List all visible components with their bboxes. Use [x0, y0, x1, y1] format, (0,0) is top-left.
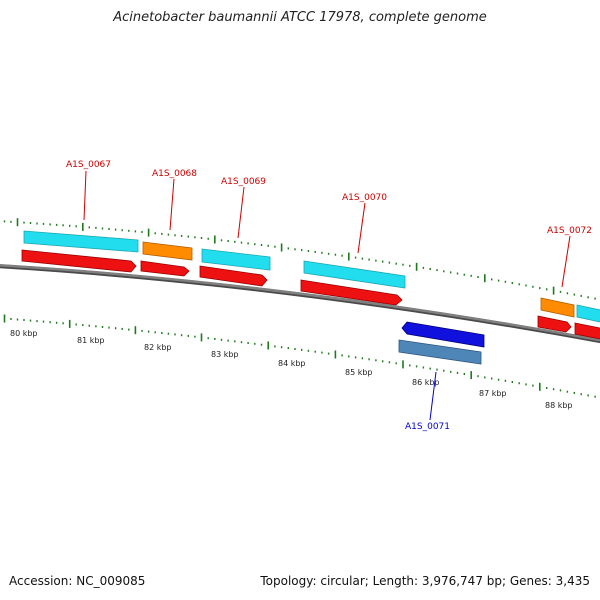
leader-a1s-0069	[237, 186, 245, 239]
cds-arrow-a1s-0071[interactable]	[401, 321, 485, 348]
gene-bar-a1s-0070[interactable]	[303, 260, 406, 289]
gene-feature-a1s-0067[interactable]	[21, 230, 139, 273]
map-title: Acinetobacter baumannii ATCC 17978, comp…	[113, 10, 487, 25]
gene-bar-a1s-0073[interactable]	[576, 304, 600, 323]
lower-tick-ring	[3, 314, 596, 398]
gene-label-a1s-0071[interactable]: A1S_0071	[405, 422, 450, 432]
upper-tick-ring	[3, 218, 596, 300]
leader-a1s-0072	[561, 235, 571, 288]
gene-bar-a1s-0071[interactable]	[398, 339, 482, 365]
gene-feature-a1s-0071[interactable]	[398, 321, 485, 365]
leader-a1s-0068	[169, 178, 175, 231]
cds-arrow-a1s-0072[interactable]	[537, 315, 572, 333]
scale-label-87-kbp: 87 kbp	[479, 389, 507, 398]
gene-bar-a1s-0067[interactable]	[23, 230, 139, 253]
gene-feature-a1s-0070[interactable]	[300, 260, 406, 306]
gene-feature-a1s-0069[interactable]	[199, 248, 271, 287]
gene-bar-a1s-0069[interactable]	[201, 248, 271, 271]
scale-labels: 80 kbp 81 kbp 82 kbp 83 kbp 84 kbp 85 kb…	[10, 329, 573, 410]
label-leader-lines	[83, 170, 571, 421]
genome-backbone	[0, 264, 600, 342]
gene-bar-a1s-0072[interactable]	[540, 297, 575, 318]
scale-label-86-kbp: 86 kbp	[412, 378, 440, 387]
scale-label-82-kbp: 82 kbp	[144, 343, 172, 352]
gene-feature-a1s-0072[interactable]	[537, 297, 575, 333]
scale-label-81-kbp: 81 kbp	[77, 336, 105, 345]
cds-arrow-a1s-0069[interactable]	[199, 265, 268, 287]
scale-label-83-kbp: 83 kbp	[211, 350, 239, 359]
gene-label-a1s-0069[interactable]: A1S_0069	[221, 177, 266, 187]
leader-a1s-0070	[357, 202, 366, 254]
gene-label-a1s-0067[interactable]: A1S_0067	[66, 160, 111, 170]
gene-features	[21, 230, 600, 365]
scale-label-88-kbp: 88 kbp	[545, 401, 573, 410]
gene-label-a1s-0070[interactable]: A1S_0070	[342, 193, 387, 203]
gene-bar-a1s-0068[interactable]	[142, 241, 193, 261]
genome-summary-text: Topology: circular; Length: 3,976,747 bp…	[260, 574, 590, 588]
gene-feature-a1s-0068[interactable]	[140, 241, 193, 277]
genome-backbone-shadow	[0, 264, 600, 344]
scale-label-80-kbp: 80 kbp	[10, 329, 38, 338]
gene-labels: A1S_0067 A1S_0068 A1S_0069 A1S_0070 A1S_…	[66, 160, 592, 432]
cds-arrow-a1s-0073[interactable]	[574, 322, 600, 340]
scale-label-84-kbp: 84 kbp	[278, 359, 306, 368]
scale-label-85-kbp: 85 kbp	[345, 368, 373, 377]
gene-feature-a1s-0073-partial[interactable]	[574, 304, 600, 340]
cds-arrow-a1s-0067[interactable]	[21, 249, 137, 273]
leader-a1s-0067	[83, 170, 87, 221]
leader-a1s-0071	[429, 371, 437, 421]
gene-label-a1s-0072[interactable]: A1S_0072	[547, 226, 592, 236]
cds-arrow-a1s-0070[interactable]	[300, 279, 403, 306]
cds-arrow-a1s-0068[interactable]	[140, 260, 190, 277]
gene-label-a1s-0068[interactable]: A1S_0068	[152, 169, 197, 179]
accession-text: Accession: NC_009085	[9, 574, 146, 588]
